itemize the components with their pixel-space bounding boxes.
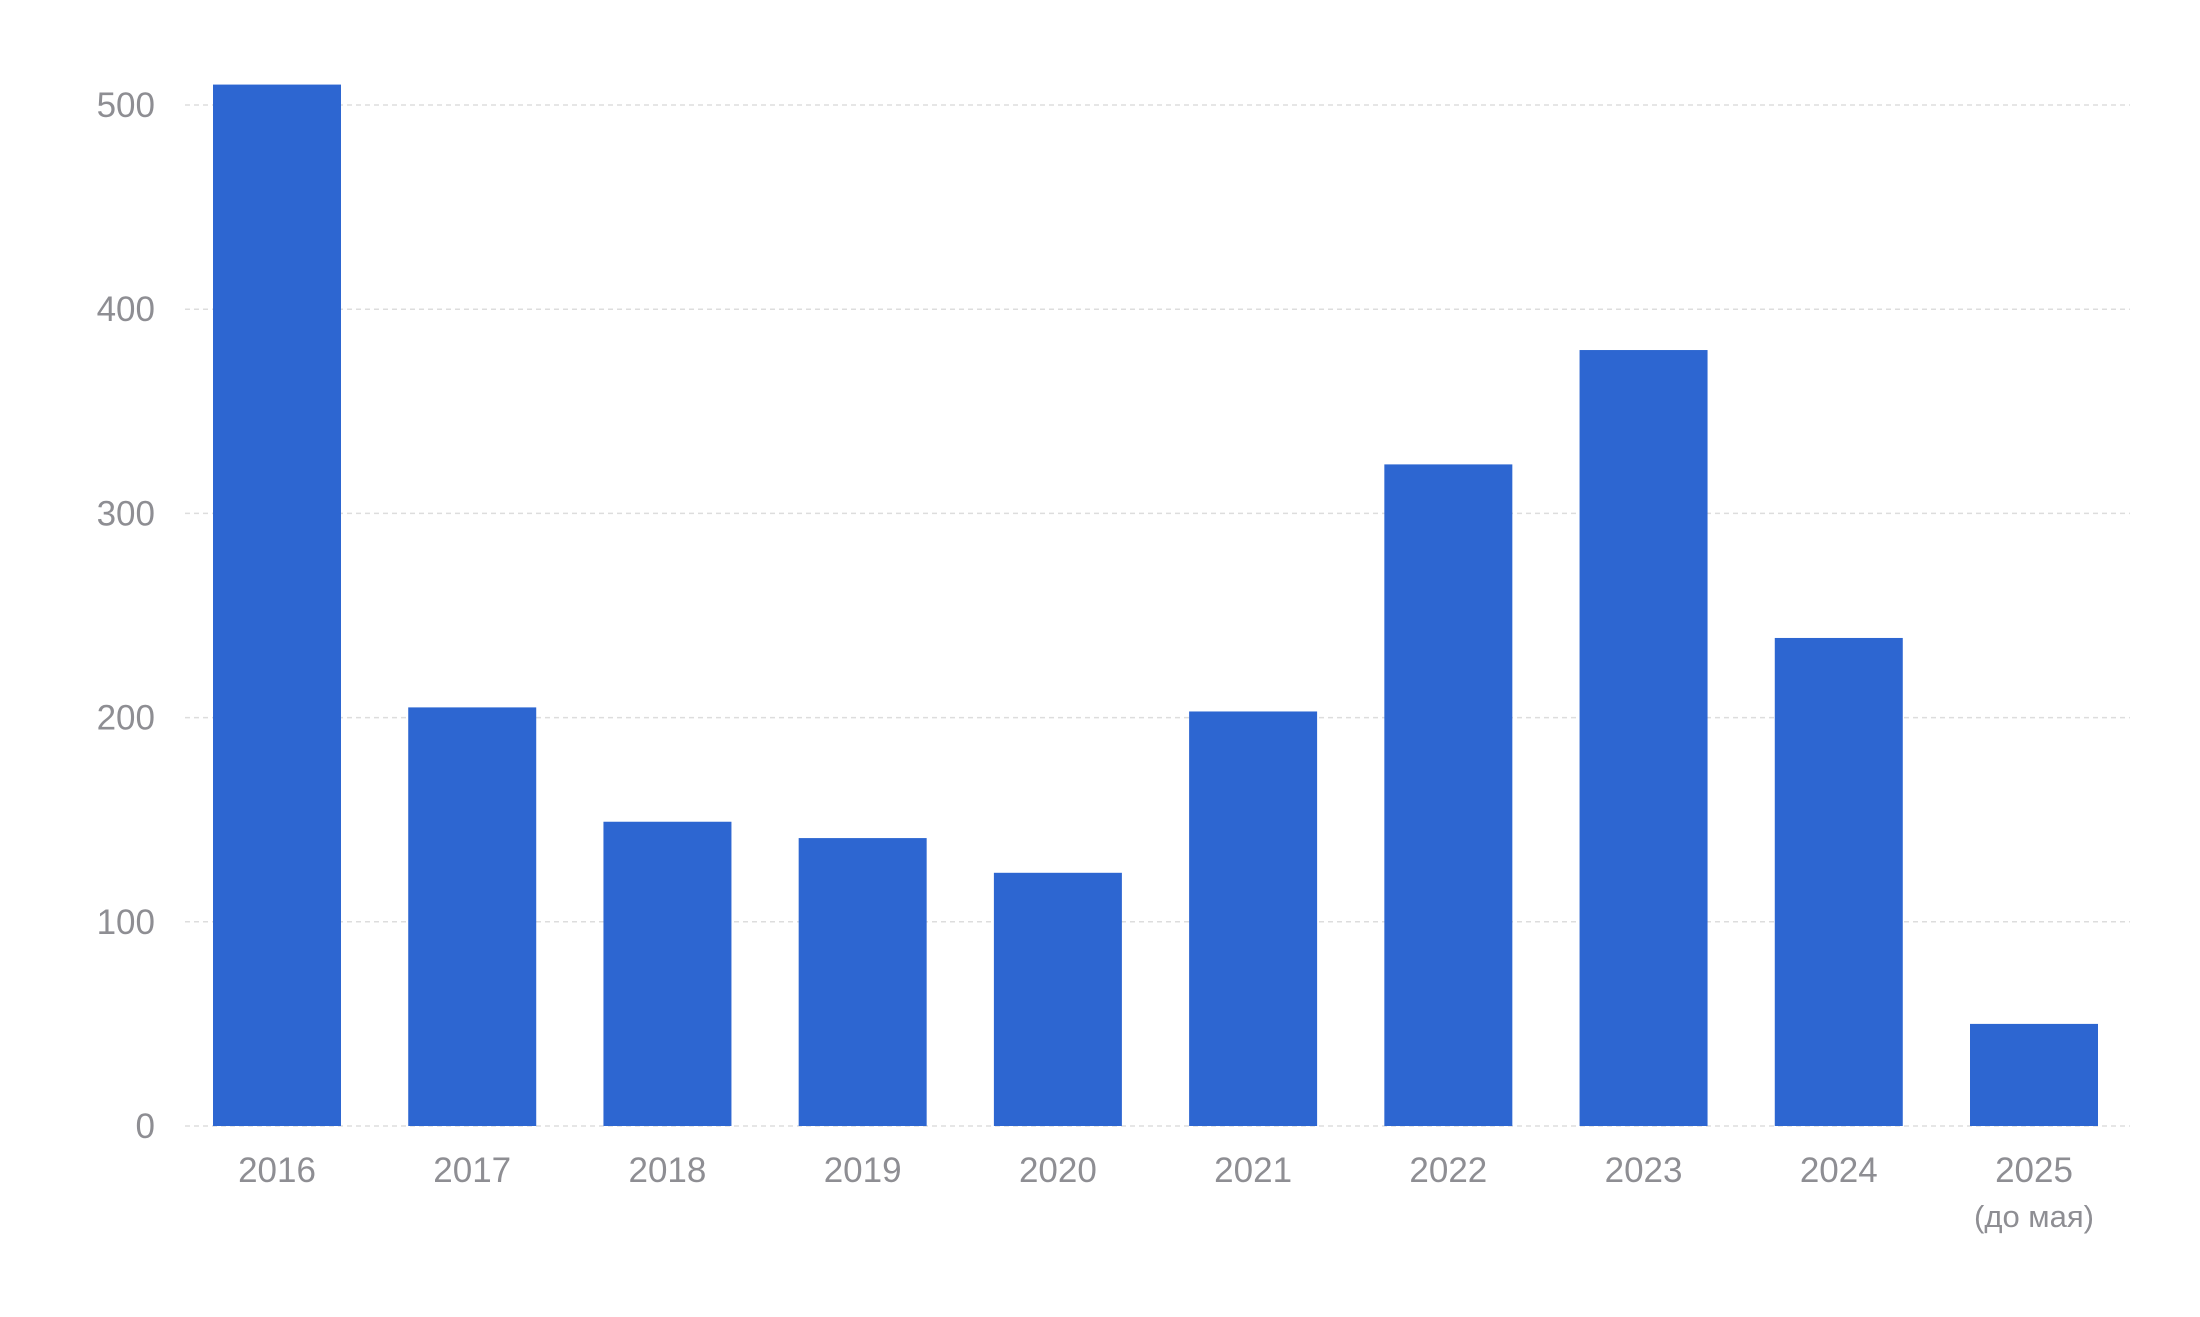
x-tick-label: 2016 [238,1151,316,1190]
bar-2024 [1774,637,1903,1126]
y-tick-label: 500 [97,86,155,125]
bar-2020 [993,872,1122,1126]
bar-2017 [408,707,537,1126]
bar-2018 [603,821,732,1126]
x-tick-label: 2017 [433,1151,511,1190]
x-tick-sublabel: (до мая) [1974,1199,2094,1234]
y-axis: 0 100 200 300 400 500 [97,86,155,1146]
bar-2019 [798,838,927,1126]
bar-2023 [1579,350,1708,1126]
x-tick-label: 2019 [824,1151,902,1190]
y-tick-label: 100 [97,903,155,942]
bar-2022 [1384,464,1513,1127]
bars-layer [213,84,2098,1127]
x-tick-label: 2020 [1019,1151,1097,1190]
x-tick-label: 2024 [1800,1151,1878,1190]
x-axis: 2016 2017 2018 2019 2020 2021 2022 2023 2024 2025… [238,1151,2094,1234]
bar-2021 [1189,711,1318,1126]
bar-2016 [213,84,341,1127]
x-tick-label: 2022 [1409,1151,1487,1190]
x-tick-label: 2023 [1605,1151,1683,1190]
x-tick-label: 2021 [1214,1151,1292,1190]
x-tick-label: 2018 [629,1151,707,1190]
x-tick-label: 2025 [1995,1151,2073,1190]
y-tick-label: 0 [136,1107,155,1146]
y-tick-label: 400 [97,290,155,329]
y-tick-label: 300 [97,494,155,533]
y-tick-label: 200 [97,699,155,738]
bar-2025 [1970,1023,2098,1126]
